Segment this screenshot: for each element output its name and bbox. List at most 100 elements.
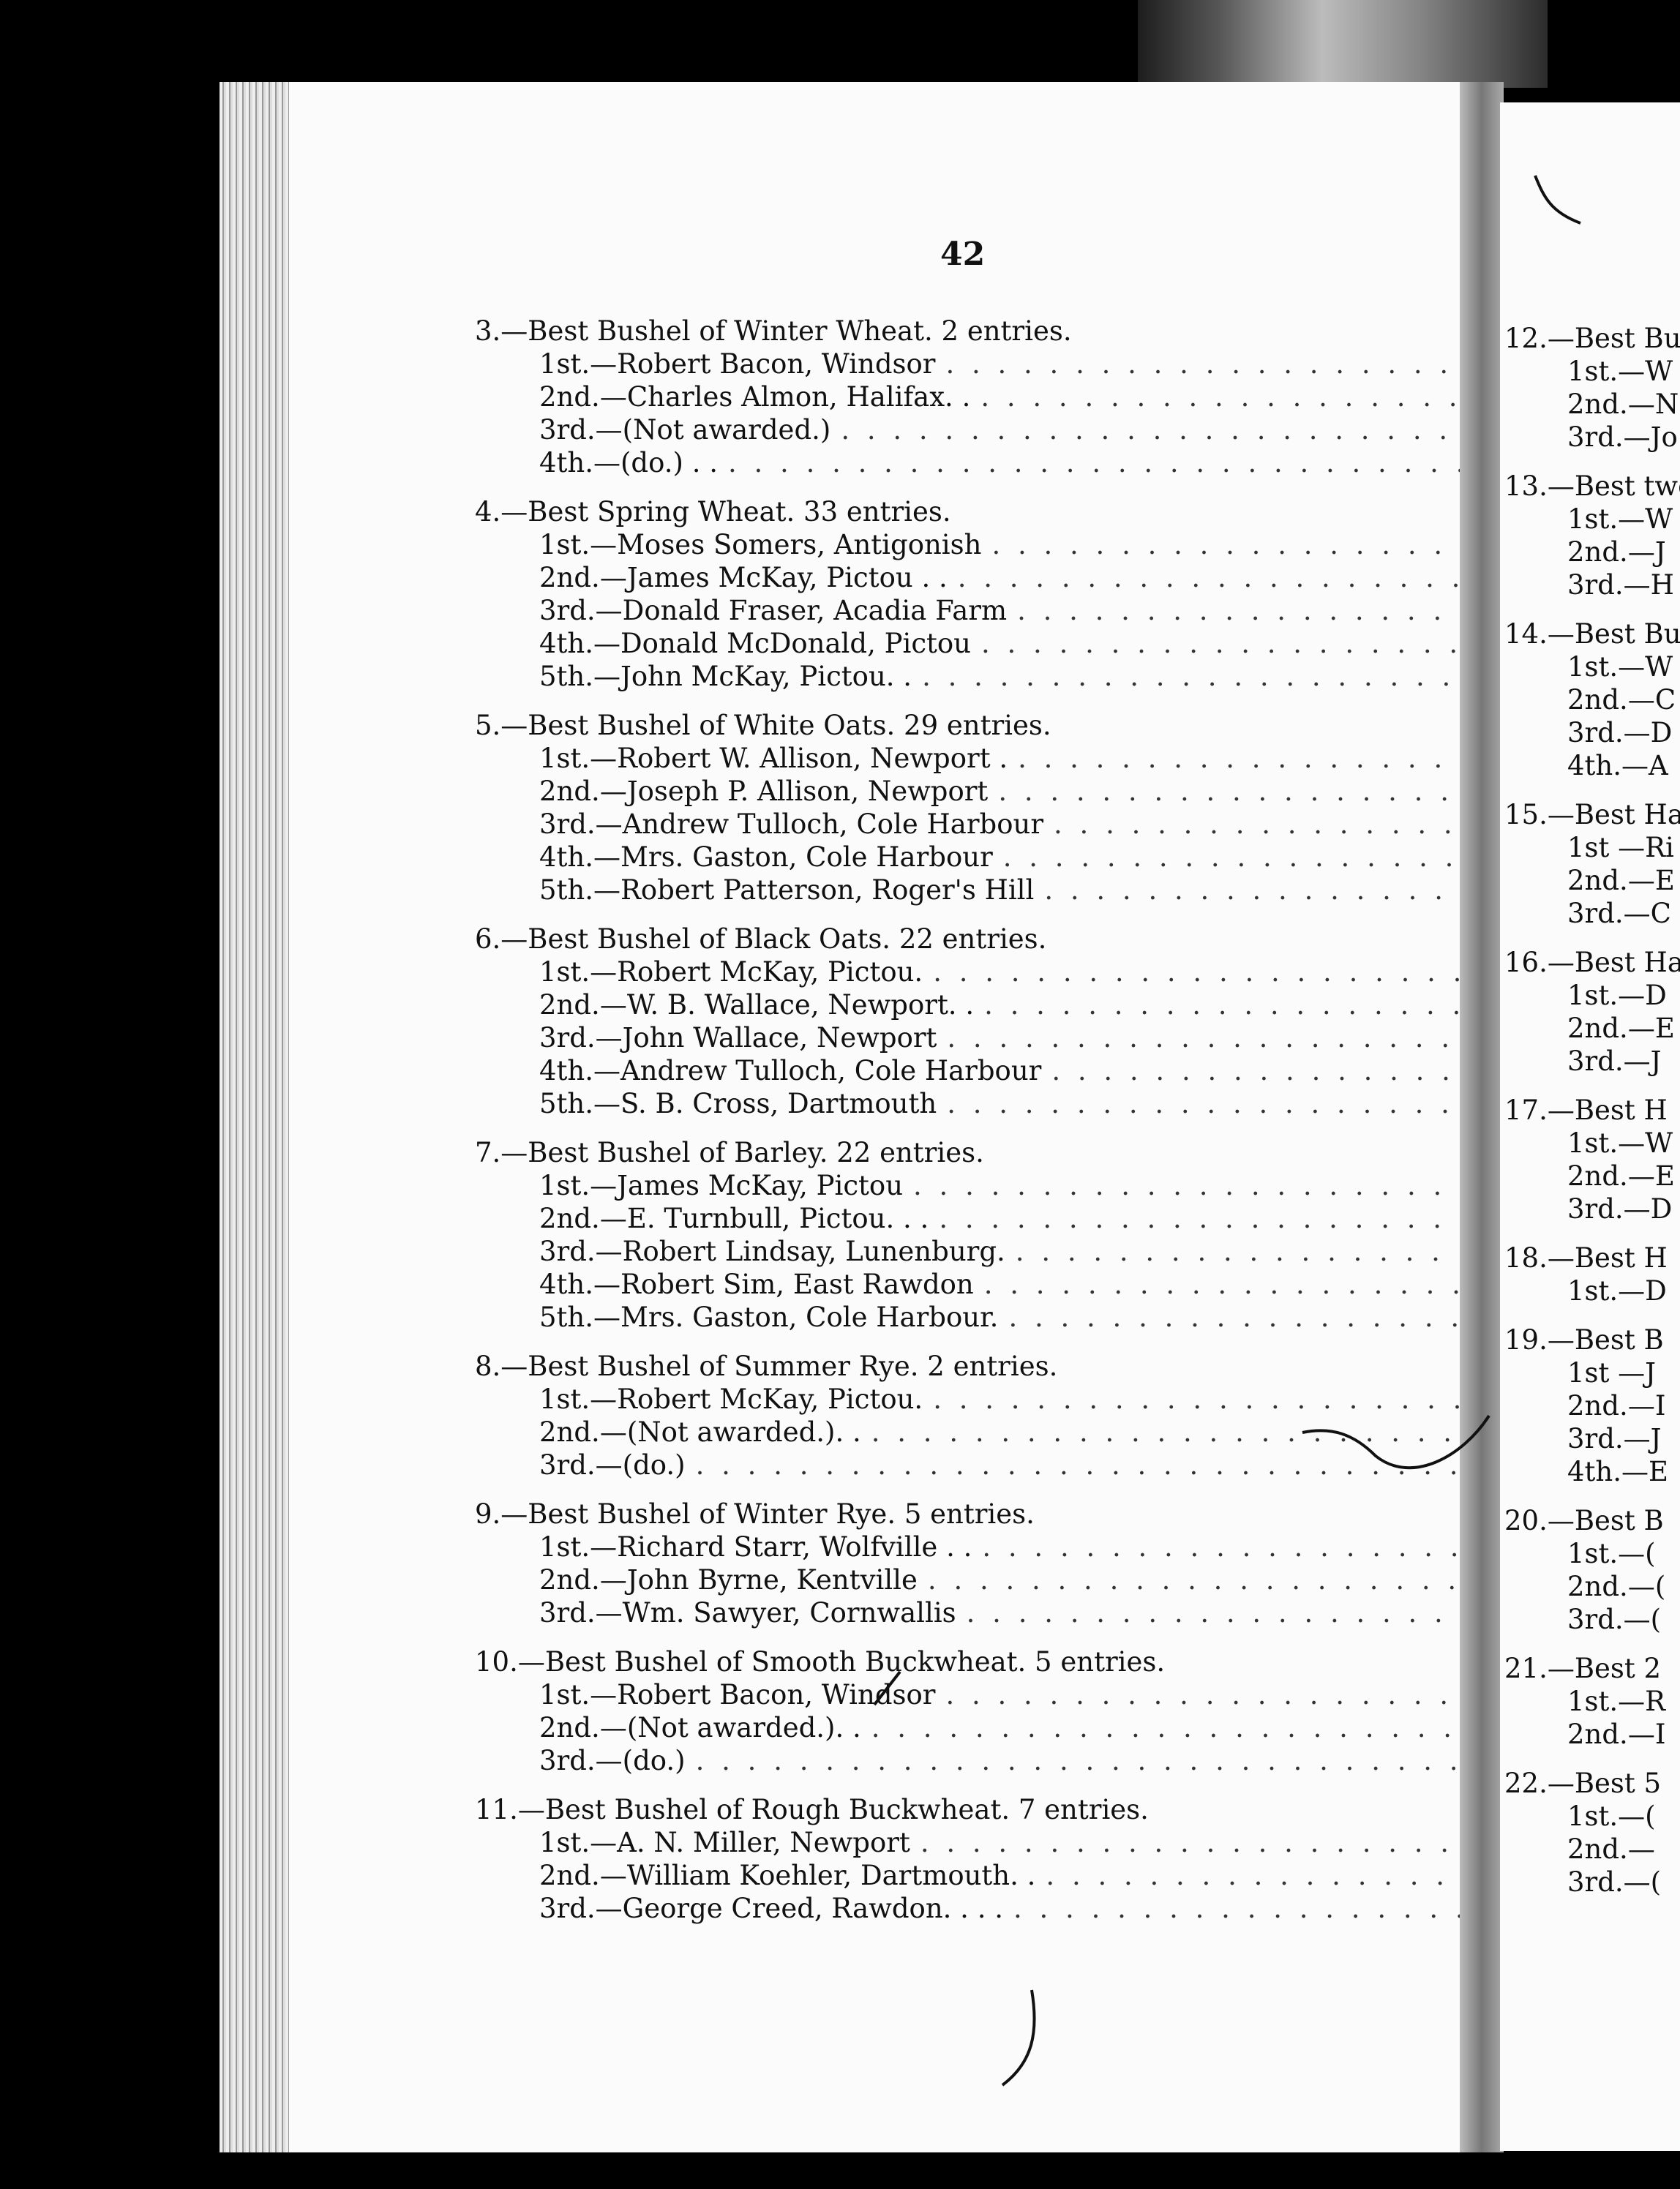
prize-entry: 2nd.—Joseph P. Allison, Newport . . . . .… bbox=[475, 775, 1467, 808]
winner-name: 2nd.—J bbox=[1567, 536, 1666, 568]
prize-entry: 4th.—(do.) . . . . . . . . . . . . . . . … bbox=[475, 446, 1467, 479]
winner-name: 1st —J bbox=[1567, 1357, 1656, 1389]
prize-entry: 1st.—Robert Bacon, Windsor . . . . . . . … bbox=[475, 348, 1467, 380]
section-heading: 3.—Best Bushel of Winter Wheat. 2 entrie… bbox=[475, 315, 1072, 347]
page-number: 42 bbox=[940, 236, 986, 273]
dot-leader: . . . . . . . . . . . . . . . . . . . . … bbox=[1051, 1055, 1467, 1086]
winner-name: 3rd.—Wm. Sawyer, Cornwallis bbox=[539, 1597, 956, 1629]
winner-name: 3rd.—D bbox=[1567, 717, 1673, 748]
winner-name: 5th.—S. B. Cross, Dartmouth bbox=[539, 1088, 937, 1119]
winner-name: 3rd.—(do.) bbox=[539, 1745, 686, 1776]
winner-name: 1st.—W bbox=[1567, 651, 1673, 683]
winner-name: 5th.—Mrs. Gaston, Cole Harbour. bbox=[539, 1302, 999, 1333]
prize-section: 5.—Best Bushel of White Oats. 29 entries… bbox=[475, 709, 1467, 906]
section-heading: 16.—Best Ha bbox=[1504, 947, 1680, 978]
prize-entry: 4th.—Andrew Tulloch, Cole Harbour . . . .… bbox=[475, 1054, 1467, 1087]
prize-section: 3.—Best Bushel of Winter Wheat. 2 entrie… bbox=[475, 315, 1467, 479]
winner-name: 3rd.—George Creed, Rawdon. . . . bbox=[539, 1893, 1003, 1924]
prize-section: 12.—Best Bu 1st.—W 2nd.—N 3rd.—Jo bbox=[1504, 322, 1680, 454]
prize-entry: 2nd.—(Not awarded.). . . . . . . . . . . … bbox=[475, 1416, 1467, 1449]
winner-name: 1st.—Moses Somers, Antigonish bbox=[539, 529, 982, 560]
winner-name: 3rd.—H bbox=[1567, 569, 1674, 601]
winner-name: 2nd.—E. Turnbull, Pictou. . . bbox=[539, 1203, 929, 1234]
prize-entry: 1st.—Robert McKay, Pictou. . . . . . . . … bbox=[475, 1383, 1467, 1416]
dot-leader: . . . . . . . . . . . . . . . . . . . . … bbox=[695, 1745, 1467, 1776]
winner-name: 3rd.—C bbox=[1567, 898, 1671, 929]
prize-entry: 3rd.—Wm. Sawyer, Cornwallis . . . . . . .… bbox=[475, 1596, 1467, 1629]
prize-section: 7.—Best Bushel of Barley. 22 entries. 1st… bbox=[475, 1136, 1467, 1334]
dot-leader: . . . . . . . . . . . . . . . . . . . . … bbox=[983, 1269, 1467, 1300]
dot-leader: . . . . . . . . . . . . . . . . . . . . … bbox=[695, 1449, 1467, 1481]
winner-name: 5th.—John McKay, Pictou. . bbox=[539, 661, 912, 692]
dot-leader: . . . . . . . . . . . . . . . . . . . . … bbox=[1018, 743, 1467, 774]
dot-leader: . . . . . . . . . . . . . . . . . . . . … bbox=[947, 1022, 1467, 1054]
section-heading: 13.—Best twe bbox=[1504, 470, 1680, 502]
winner-name: 2nd.—N bbox=[1567, 388, 1679, 420]
prize-entry: 3rd.—John Wallace, Newport . . . . . . . … bbox=[475, 1021, 1467, 1054]
left-page: 42 3.—Best Bushel of Winter Wheat. 2 ent… bbox=[289, 82, 1467, 2152]
section-heading: 15.—Best Ha bbox=[1504, 799, 1680, 830]
prize-entry: 3rd.—(do.) . . . . . . . . . . . . . . . … bbox=[475, 1449, 1467, 1482]
prize-entry: 1st.—D bbox=[1504, 1274, 1680, 1307]
section-heading: 8.—Best Bushel of Summer Rye. 2 entries. bbox=[475, 1351, 1058, 1382]
dot-leader: . . . . . . . . . . . . . . . . . . . . … bbox=[984, 989, 1467, 1021]
dot-leader: . . . . . . . . . . . . . . . . . . . . … bbox=[1013, 1893, 1467, 1924]
section-heading: 12.—Best Bu bbox=[1504, 323, 1680, 354]
prize-entry: 1st —Ri bbox=[1504, 831, 1680, 864]
dot-leader: . . . . . . . . . . . . . . . . . . . . … bbox=[871, 1712, 1467, 1743]
prize-entry: 1st.—Robert W. Allison, Newport . . . . .… bbox=[475, 742, 1467, 775]
winner-name: 4th.—Donald McDonald, Pictou bbox=[539, 628, 972, 659]
winner-name: 1st.—D bbox=[1567, 1275, 1667, 1307]
prize-section: 16.—Best Ha 1st.—D 2nd.—E 3rd.—J bbox=[1504, 946, 1680, 1078]
dot-leader: . . . . . . . . . . . . . . . . . . . . … bbox=[728, 447, 1467, 478]
section-heading: 5.—Best Bushel of White Oats. 29 entries… bbox=[475, 710, 1051, 741]
prize-list: 3.—Best Bushel of Winter Wheat. 2 entrie… bbox=[475, 315, 1467, 1941]
prize-entry: 3rd.—C bbox=[1504, 897, 1680, 930]
prize-section: 9.—Best Bushel of Winter Rye. 5 entries.… bbox=[475, 1498, 1467, 1629]
dot-leader: . . . . . . . . . . . . . . . . . . . . … bbox=[947, 1088, 1467, 1119]
section-heading: 14.—Best Bu bbox=[1504, 618, 1680, 650]
prize-entry: 5th.—Robert Patterson, Roger's Hill . . .… bbox=[475, 874, 1467, 906]
section-heading: 4.—Best Spring Wheat. 33 entries. bbox=[475, 496, 951, 527]
prize-entry: 3rd.—J bbox=[1504, 1045, 1680, 1078]
section-heading: 21.—Best 2 bbox=[1504, 1653, 1662, 1684]
dot-leader: . . . . . . . . . . . . . . . . . . . . … bbox=[841, 414, 1467, 446]
winner-name: 2nd.—(Not awarded.). . bbox=[539, 1416, 861, 1448]
winner-name: 2nd.— bbox=[1567, 1833, 1655, 1865]
prize-section: 19.—Best B 1st —J 2nd.—I 3rd.—J 4th.—E bbox=[1504, 1323, 1680, 1488]
prize-entry: 5th.—John McKay, Pictou. . . . . . . . . … bbox=[475, 660, 1467, 693]
prize-entry: 2nd.—E. Turnbull, Pictou. . . . . . . . .… bbox=[475, 1202, 1467, 1235]
prize-entry: 2nd.—N bbox=[1504, 388, 1680, 421]
dot-leader: . . . . . . . . . . . . . . . . . . . . … bbox=[1015, 1236, 1467, 1267]
prize-entry: 3rd.—George Creed, Rawdon. . . . . . . . … bbox=[475, 1892, 1467, 1925]
prize-entry: 4th.—E bbox=[1504, 1455, 1680, 1488]
dot-leader: . . . . . . . . . . . . . . . . . . . . … bbox=[982, 1531, 1467, 1563]
prize-entry: 2nd.—Charles Almon, Halifax. . . . . . . … bbox=[475, 380, 1467, 413]
section-heading: 11.—Best Bushel of Rough Buckwheat. 7 en… bbox=[475, 1794, 1149, 1825]
dot-leader: . . . . . . . . . . . . . . . . . . . . … bbox=[871, 1416, 1467, 1448]
winner-name: 4th.—E bbox=[1567, 1456, 1669, 1487]
prize-entry: 1st.—W bbox=[1504, 1127, 1680, 1160]
section-heading: 18.—Best H bbox=[1504, 1242, 1668, 1274]
prize-entry: 2nd.— bbox=[1504, 1833, 1680, 1866]
prize-section: 15.—Best Ha 1st —Ri 2nd.—E 3rd.—C bbox=[1504, 798, 1680, 930]
section-heading: 9.—Best Bushel of Winter Rye. 5 entries. bbox=[475, 1498, 1035, 1530]
prize-entry: 2nd.—C bbox=[1504, 683, 1680, 716]
winner-name: 3rd.—J bbox=[1567, 1045, 1662, 1077]
winner-name: 2nd.—E bbox=[1567, 1160, 1675, 1192]
prize-entry: 1st.—A. N. Miller, Newport . . . . . . . … bbox=[475, 1826, 1467, 1859]
section-heading: 10.—Best Bushel of Smooth Buckwheat. 5 e… bbox=[475, 1646, 1166, 1678]
prize-section: 4.—Best Spring Wheat. 33 entries. 1st.—Mo… bbox=[475, 495, 1467, 693]
section-heading: 20.—Best B bbox=[1504, 1505, 1664, 1536]
prize-section: 8.—Best Bushel of Summer Rye. 2 entries.… bbox=[475, 1350, 1467, 1482]
winner-name: 2nd.—E bbox=[1567, 1013, 1675, 1044]
section-heading: 19.—Best B bbox=[1504, 1324, 1664, 1356]
dot-leader: . . . . . . . . . . . . . . . . . . . . … bbox=[981, 628, 1467, 659]
prize-section: 11.—Best Bushel of Rough Buckwheat. 7 en… bbox=[475, 1793, 1467, 1925]
winner-name: 1st.—W bbox=[1567, 503, 1673, 535]
prize-entry: 1st.—W bbox=[1504, 355, 1680, 388]
winner-name: 1st.—James McKay, Pictou bbox=[539, 1170, 904, 1201]
prize-entry: 5th.—Mrs. Gaston, Cole Harbour. . . . . .… bbox=[475, 1301, 1467, 1334]
prize-entry: 2nd.—I bbox=[1504, 1718, 1680, 1751]
prize-entry: 3rd.—( bbox=[1504, 1603, 1680, 1636]
